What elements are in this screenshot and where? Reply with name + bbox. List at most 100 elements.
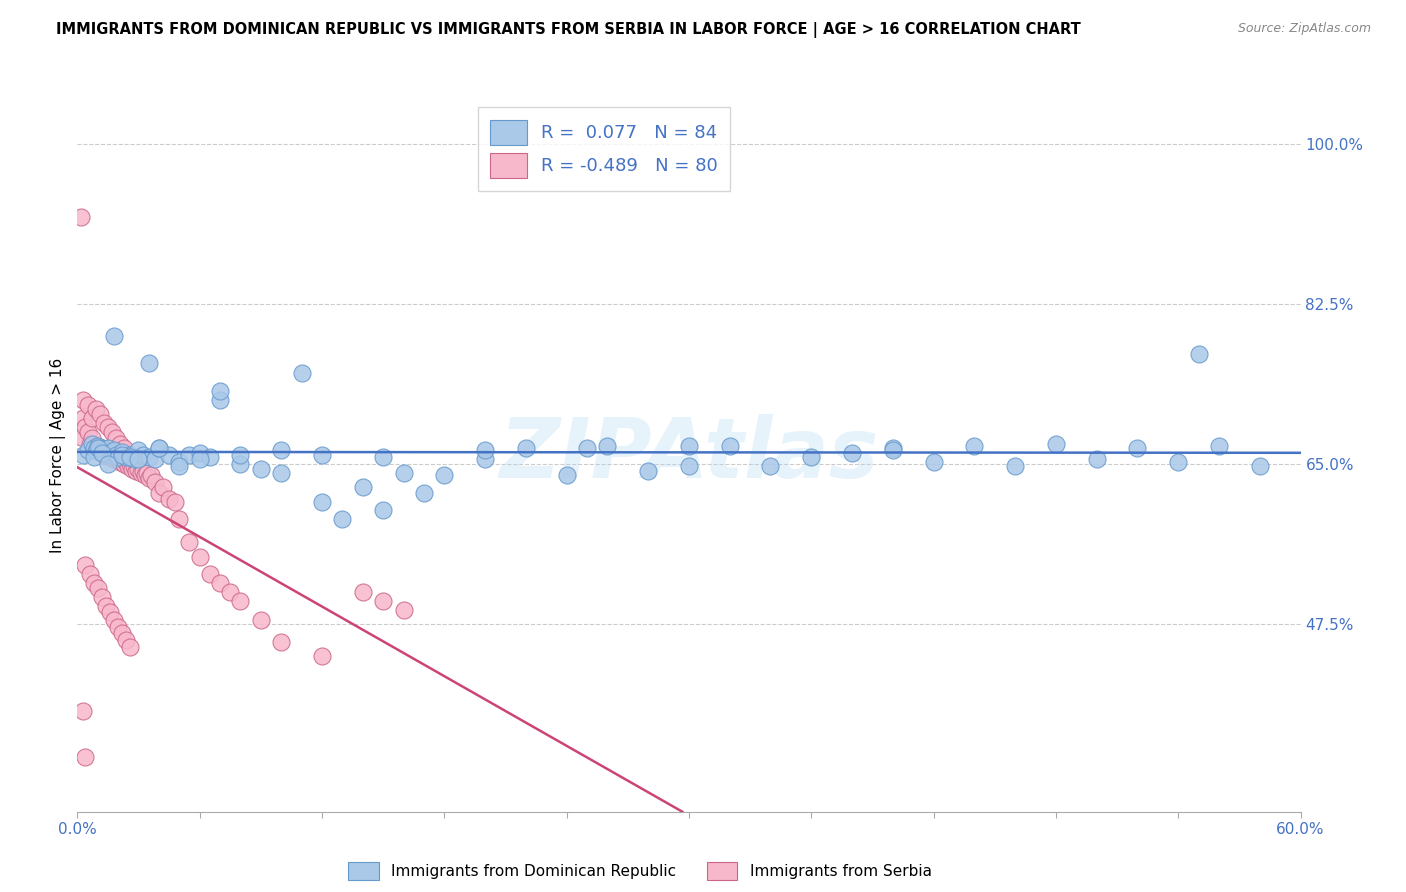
Point bbox=[117, 458, 139, 473]
Point bbox=[107, 450, 129, 464]
Legend: Immigrants from Dominican Republic, Immigrants from Serbia: Immigrants from Dominican Republic, Immi… bbox=[342, 856, 938, 886]
Point bbox=[90, 444, 112, 458]
Point bbox=[87, 441, 110, 455]
Point bbox=[179, 534, 201, 549]
Point bbox=[882, 441, 904, 455]
Point bbox=[188, 446, 211, 460]
Point bbox=[179, 448, 201, 462]
Point bbox=[1167, 455, 1189, 469]
Point bbox=[94, 599, 117, 613]
Point bbox=[678, 458, 700, 473]
Point bbox=[1208, 439, 1230, 453]
Point bbox=[1126, 441, 1149, 455]
Point bbox=[576, 441, 599, 455]
Point bbox=[209, 576, 232, 591]
Point bbox=[131, 448, 153, 462]
Point bbox=[87, 439, 110, 453]
Point bbox=[1085, 452, 1108, 467]
Point bbox=[76, 425, 98, 439]
Point bbox=[103, 613, 125, 627]
Point bbox=[596, 439, 619, 453]
Point bbox=[89, 407, 111, 421]
Point bbox=[87, 441, 110, 455]
Point bbox=[332, 512, 354, 526]
Point bbox=[120, 457, 142, 471]
Point bbox=[76, 443, 98, 458]
Point bbox=[1188, 347, 1211, 361]
Point bbox=[637, 464, 659, 478]
Point bbox=[188, 452, 211, 467]
Point bbox=[311, 649, 333, 664]
Point bbox=[392, 603, 415, 617]
Point bbox=[124, 458, 146, 473]
Point bbox=[75, 749, 97, 764]
Point bbox=[80, 432, 103, 446]
Point bbox=[75, 420, 97, 434]
Point bbox=[70, 429, 93, 443]
Point bbox=[1249, 458, 1271, 473]
Point bbox=[84, 402, 107, 417]
Point bbox=[128, 443, 150, 458]
Point bbox=[129, 467, 152, 481]
Point bbox=[105, 432, 128, 446]
Point bbox=[105, 448, 128, 462]
Point bbox=[139, 468, 162, 483]
Point bbox=[115, 450, 138, 464]
Point bbox=[103, 329, 125, 343]
Point bbox=[152, 480, 174, 494]
Point bbox=[84, 444, 107, 458]
Point bbox=[83, 442, 105, 457]
Point bbox=[112, 441, 135, 455]
Point bbox=[198, 450, 221, 464]
Point bbox=[882, 443, 904, 458]
Point bbox=[209, 392, 232, 407]
Point bbox=[433, 468, 456, 483]
Point bbox=[101, 445, 124, 459]
Point bbox=[76, 398, 98, 412]
Point bbox=[108, 455, 131, 469]
Point bbox=[270, 443, 292, 458]
Point bbox=[198, 566, 221, 581]
Point bbox=[117, 448, 139, 462]
Point bbox=[72, 704, 94, 718]
Point bbox=[371, 594, 394, 608]
Point bbox=[80, 411, 103, 425]
Point bbox=[103, 443, 125, 458]
Point bbox=[120, 450, 142, 464]
Point bbox=[311, 448, 333, 462]
Point bbox=[121, 461, 143, 475]
Point bbox=[311, 495, 333, 509]
Point bbox=[474, 452, 496, 467]
Point bbox=[105, 448, 128, 462]
Point bbox=[718, 439, 741, 453]
Point bbox=[111, 450, 134, 464]
Point bbox=[90, 441, 112, 455]
Point bbox=[157, 491, 180, 506]
Point bbox=[89, 443, 111, 458]
Point bbox=[138, 356, 160, 370]
Point bbox=[138, 471, 160, 485]
Point bbox=[148, 441, 170, 455]
Point bbox=[759, 458, 782, 473]
Point bbox=[83, 441, 105, 455]
Point bbox=[131, 464, 153, 478]
Point bbox=[97, 457, 120, 471]
Point bbox=[75, 558, 97, 572]
Point bbox=[70, 210, 93, 224]
Point bbox=[188, 550, 211, 565]
Point bbox=[120, 448, 142, 462]
Point bbox=[111, 445, 134, 459]
Point bbox=[93, 416, 115, 430]
Point bbox=[111, 626, 134, 640]
Point bbox=[371, 503, 394, 517]
Point bbox=[125, 464, 148, 478]
Point bbox=[124, 452, 146, 467]
Point bbox=[107, 620, 129, 634]
Point bbox=[97, 420, 120, 434]
Point bbox=[72, 448, 94, 462]
Point bbox=[963, 439, 986, 453]
Point bbox=[1004, 458, 1026, 473]
Point bbox=[83, 450, 105, 464]
Point bbox=[128, 452, 150, 467]
Point bbox=[474, 443, 496, 458]
